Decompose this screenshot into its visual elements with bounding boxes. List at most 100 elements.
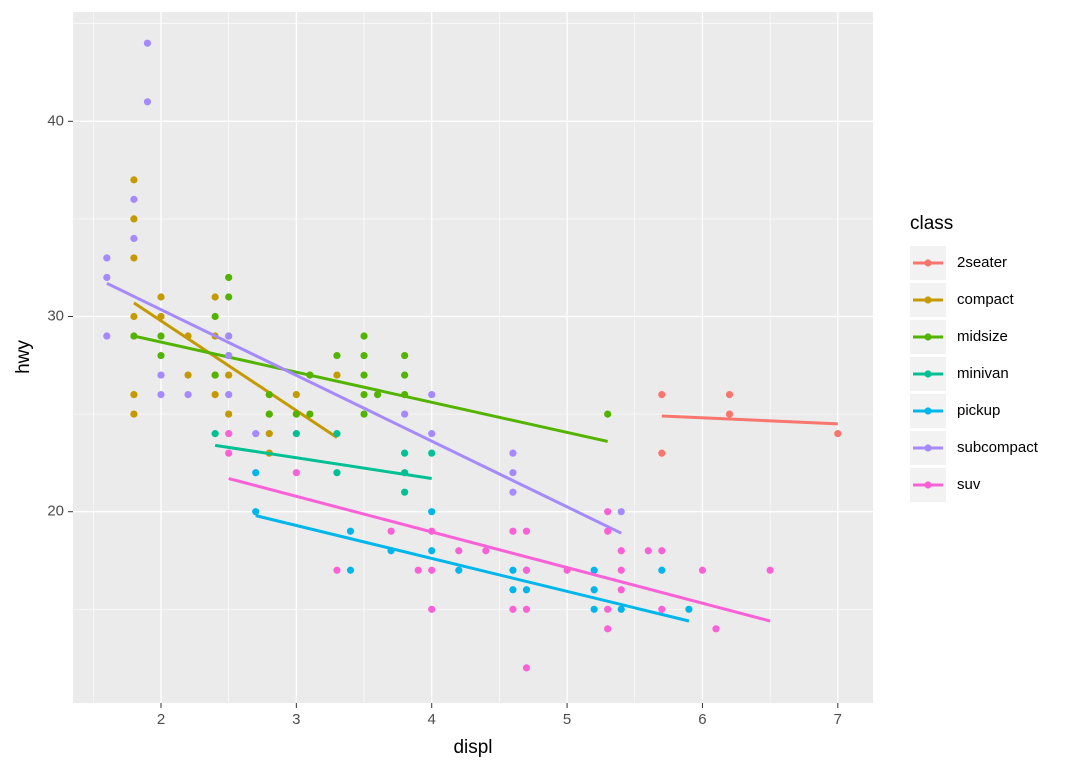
trend-line bbox=[228, 477, 771, 623]
point bbox=[455, 566, 463, 574]
x-tick-label: 6 bbox=[698, 711, 706, 728]
point bbox=[157, 351, 165, 360]
point bbox=[617, 566, 625, 574]
x-tick-label: 4 bbox=[428, 711, 436, 728]
point bbox=[333, 430, 341, 438]
point bbox=[225, 273, 233, 282]
point bbox=[103, 332, 111, 340]
point bbox=[428, 449, 436, 457]
trend-line bbox=[661, 414, 838, 426]
point bbox=[387, 527, 395, 535]
point bbox=[428, 390, 436, 399]
point bbox=[658, 547, 666, 555]
point bbox=[333, 469, 341, 477]
point bbox=[834, 430, 842, 438]
point bbox=[360, 332, 368, 340]
point bbox=[401, 488, 409, 496]
legend-key-point bbox=[924, 370, 932, 378]
point bbox=[509, 469, 517, 477]
point bbox=[225, 430, 233, 438]
point bbox=[658, 566, 666, 574]
point bbox=[130, 390, 138, 399]
y-tick-label: 40 bbox=[47, 112, 64, 129]
point bbox=[211, 430, 219, 438]
legend-key-point bbox=[924, 481, 932, 489]
point bbox=[658, 605, 666, 613]
point bbox=[184, 371, 192, 379]
point bbox=[157, 390, 165, 399]
point bbox=[252, 430, 260, 438]
point bbox=[658, 449, 666, 457]
point bbox=[130, 312, 138, 321]
point bbox=[360, 371, 368, 379]
point bbox=[590, 566, 598, 574]
point bbox=[590, 586, 598, 594]
point bbox=[211, 371, 219, 379]
point bbox=[184, 390, 192, 399]
trend-line bbox=[214, 443, 432, 481]
point bbox=[617, 586, 625, 594]
point bbox=[373, 390, 382, 399]
point bbox=[333, 351, 341, 360]
point bbox=[522, 527, 531, 535]
point bbox=[685, 605, 693, 613]
trend-line bbox=[133, 334, 609, 443]
point bbox=[725, 390, 734, 399]
point bbox=[292, 410, 300, 418]
point bbox=[617, 508, 625, 516]
point bbox=[346, 566, 355, 574]
point bbox=[604, 508, 612, 516]
point bbox=[225, 410, 233, 418]
point bbox=[225, 351, 233, 360]
point bbox=[292, 430, 300, 438]
point bbox=[766, 566, 774, 574]
trend-line bbox=[133, 301, 338, 439]
point bbox=[522, 566, 531, 574]
point bbox=[617, 547, 625, 555]
point bbox=[428, 508, 436, 516]
point bbox=[509, 449, 517, 457]
point bbox=[360, 390, 368, 399]
legend-label: 2seater bbox=[957, 254, 1007, 271]
point bbox=[604, 410, 612, 418]
point bbox=[509, 488, 517, 496]
point bbox=[401, 371, 409, 379]
point bbox=[292, 390, 300, 399]
legend-label: compact bbox=[957, 291, 1015, 308]
point bbox=[712, 625, 720, 633]
point bbox=[644, 547, 652, 555]
y-tick-label: 20 bbox=[47, 503, 64, 520]
point bbox=[401, 410, 409, 418]
point bbox=[130, 410, 138, 418]
point bbox=[333, 566, 341, 574]
point bbox=[103, 254, 111, 262]
point bbox=[414, 566, 422, 574]
point bbox=[360, 351, 368, 360]
point bbox=[103, 273, 111, 282]
trend-line bbox=[255, 514, 690, 623]
point bbox=[130, 195, 138, 203]
point bbox=[130, 215, 138, 223]
point bbox=[157, 371, 165, 379]
y-axis-title: hwy bbox=[13, 340, 34, 374]
point bbox=[211, 390, 219, 399]
point bbox=[401, 449, 409, 457]
legend-key-point bbox=[924, 259, 932, 267]
legend-label: suv bbox=[957, 476, 981, 493]
point bbox=[252, 508, 260, 516]
point bbox=[604, 625, 612, 633]
point bbox=[455, 547, 463, 555]
point bbox=[306, 410, 314, 418]
legend-key-point bbox=[924, 296, 932, 304]
point bbox=[143, 39, 152, 47]
y-tick-label: 30 bbox=[47, 307, 64, 324]
point bbox=[428, 430, 436, 438]
point bbox=[225, 293, 233, 301]
x-tick-label: 3 bbox=[292, 711, 300, 728]
point bbox=[428, 547, 436, 555]
legend-key-point bbox=[924, 444, 932, 452]
point bbox=[360, 410, 368, 418]
point bbox=[509, 566, 517, 574]
point bbox=[617, 605, 625, 613]
